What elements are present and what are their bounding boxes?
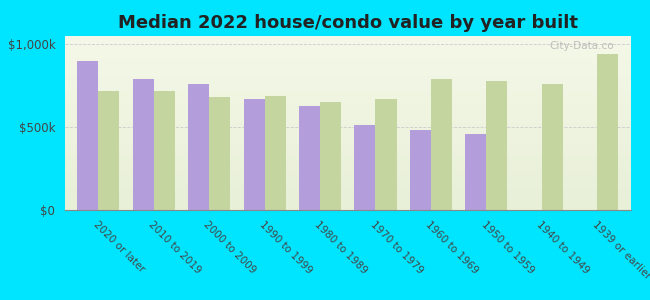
Bar <box>133 79 153 210</box>
Bar <box>486 81 508 210</box>
Bar <box>265 96 285 210</box>
Bar <box>153 91 175 210</box>
Bar <box>465 134 486 210</box>
Bar <box>98 91 120 210</box>
Bar <box>244 99 265 210</box>
Bar <box>431 79 452 210</box>
Bar <box>320 102 341 210</box>
Bar <box>299 106 320 210</box>
Text: City-Data.co: City-Data.co <box>549 41 614 51</box>
Bar <box>188 84 209 210</box>
Bar <box>410 130 431 210</box>
Bar <box>597 54 618 210</box>
Title: Median 2022 house/condo value by year built: Median 2022 house/condo value by year bu… <box>118 14 578 32</box>
Bar <box>209 97 230 210</box>
Bar <box>542 84 563 210</box>
Bar <box>77 61 98 210</box>
Bar <box>354 125 376 210</box>
Bar <box>376 99 396 210</box>
